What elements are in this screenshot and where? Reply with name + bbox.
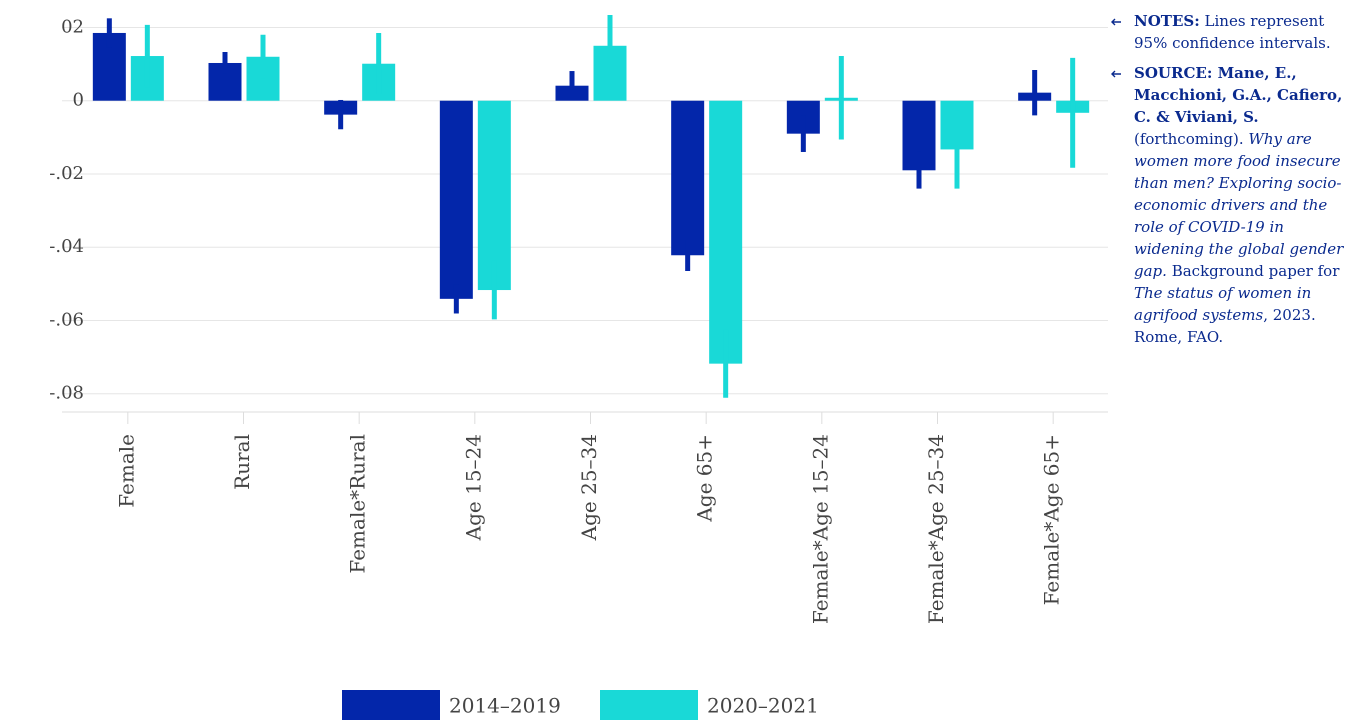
bar <box>477 100 511 291</box>
bar <box>709 100 743 364</box>
arrow-icon <box>1111 18 1121 26</box>
x-tick-label: Age 15–24 <box>461 434 485 541</box>
y-tick-label: -.02 <box>49 163 84 184</box>
chart: 02 0 -.02 -.04 -.06 -.08 Female Rural Female*Rur… <box>49 15 1108 720</box>
notes-panel: NOTES: Lines represent 95% confidence in… <box>1108 10 1351 356</box>
x-tick-label: Age 65+ <box>693 434 717 523</box>
bar <box>671 100 705 256</box>
source-status: (forthcoming). <box>1134 130 1244 148</box>
x-tick-label: Female <box>114 434 138 508</box>
x-tick-label: Female*Age 25–34 <box>924 434 948 624</box>
x-tick-label: Female*Age 15–24 <box>808 434 832 624</box>
paper-title: Why are women more food insecure than me… <box>1134 130 1344 280</box>
y-tick-label: 02 <box>61 16 84 37</box>
report-title: The status of women in agrifood systems <box>1134 284 1312 324</box>
source: SOURCE: Mane, E., Macchioni, G.A., Cafie… <box>1108 62 1351 348</box>
legend-swatch <box>342 690 440 720</box>
comma: , <box>1263 306 1268 324</box>
bar <box>439 100 473 299</box>
y-tick-label: -.04 <box>49 236 84 257</box>
x-tick-label: Female*Rural <box>346 434 370 574</box>
publisher: 2023. Rome, FAO. <box>1134 306 1316 346</box>
notes-label: NOTES: <box>1134 12 1200 30</box>
source-label: SOURCE: Mane, E., Macchioni, G.A., Cafie… <box>1134 64 1343 126</box>
y-tick-label: -.08 <box>49 383 84 404</box>
x-tick-label: Rural <box>230 434 254 490</box>
legend-label: 2014–2019 <box>449 694 561 718</box>
x-tick-label: Age 25–34 <box>577 434 601 541</box>
notes: NOTES: Lines represent 95% confidence in… <box>1108 10 1351 54</box>
paper-type: Background paper for <box>1171 262 1340 280</box>
x-tick-label: Female*Age 65+ <box>1040 434 1064 605</box>
notes-text: Lines represent 95% confidence intervals… <box>1134 12 1331 52</box>
arrow-icon <box>1111 70 1121 78</box>
legend-swatch <box>600 690 698 720</box>
y-tick-label: -.06 <box>49 309 84 330</box>
legend-label: 2020–2021 <box>707 694 819 718</box>
y-tick-label: 0 <box>73 90 84 111</box>
